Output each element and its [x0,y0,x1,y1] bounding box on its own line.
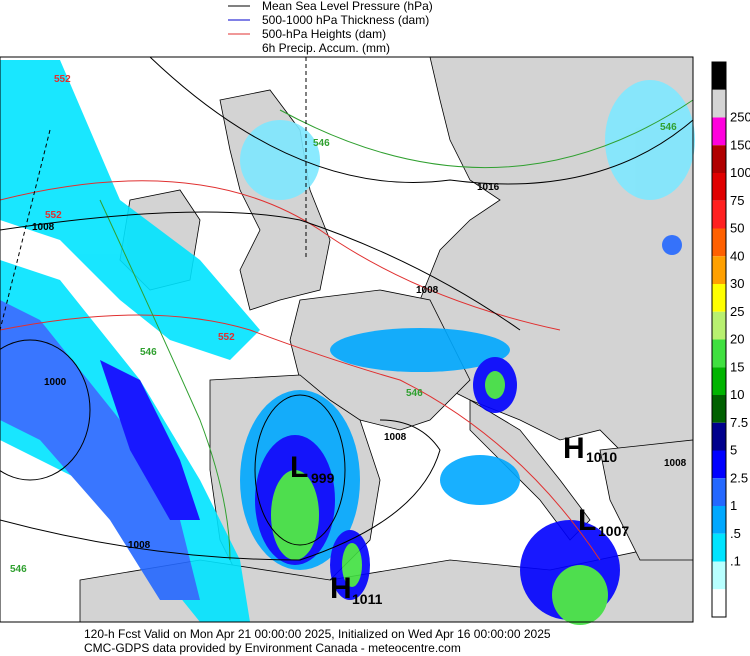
colorbar-swatch [712,506,726,534]
colorbar-label: 25 [730,304,744,319]
contour-label: 546 [313,138,330,149]
colorbar-swatch [712,284,726,312]
map-frame [0,56,694,623]
legend: Mean Sea Level Pressure (hPa) 500-1000 h… [228,0,433,55]
center-letter: L [290,451,308,484]
footer-line: CMC-GDPS data provided by Environment Ca… [84,641,461,655]
contours [0,56,694,561]
contour-labels: 552 546 1008 552 546 1016 1008 552 1000 … [10,74,687,575]
contour-label: 1000 [44,377,67,388]
pressure-contour [254,394,346,546]
center-value: 1011 [352,591,383,607]
center-value: 1010 [586,449,617,465]
precip-area [485,371,505,399]
colorbar-swatch [712,228,726,257]
colorbar-swatch [712,450,726,479]
height-contour [0,180,561,331]
center-letter: H [563,432,585,465]
colorbar-swatch [712,533,726,562]
colorbar-swatch [712,89,726,118]
colorbar-swatch [712,367,726,395]
colorbar-label: .5 [730,526,741,541]
contour-label: 1016 [477,182,500,193]
colorbar-label: 5 [730,443,737,458]
colorbar-swatch [712,200,726,229]
pressure-contour [0,419,441,561]
colorbar-label: 20 [730,332,744,347]
colorbar-swatch [712,561,726,590]
precip-area [552,565,608,625]
colorbar-swatch [712,62,726,90]
center-value: 1007 [598,523,629,539]
thickness-contour [99,199,231,561]
colorbar-label: 50 [730,221,744,236]
center-letter: H [330,572,352,605]
pressure-contour [0,339,91,481]
contour-label: 546 [10,564,27,575]
legend-label: Mean Sea Level Pressure (hPa) [262,0,433,13]
colorbar-swatch [712,339,726,368]
contour-label: 1008 [384,432,407,443]
precip-area [342,543,362,587]
contour-label: 552 [218,332,235,343]
colorbar-swatch [712,117,726,146]
center-letter: L [578,504,596,537]
precip-area [605,80,695,200]
colorbar-label: 15 [730,359,744,374]
colorbar-label: 10 [730,387,744,402]
thickness-contour [279,99,694,168]
precip-area [440,455,520,505]
colorbar-swatch [712,173,726,201]
colorbar-label: .1 [730,554,741,569]
precip-area [330,328,510,372]
precip-area [0,300,200,600]
contour-label: 546 [406,388,423,399]
colorbar-swatch [712,311,726,340]
colorbar-label: 7.5 [730,415,748,430]
center-value: 999 [311,470,335,486]
colorbar-label: 75 [730,193,744,208]
colorbar-swatch [712,422,726,451]
precip-area [662,235,682,255]
contour-label: 1008 [32,222,55,233]
precip-area [0,60,260,360]
contour-label: 552 [54,74,71,85]
footer-line: 120-h Fcst Valid on Mon Apr 21 00:00:00 … [84,627,551,641]
precip-area [100,360,200,520]
contour-label: 1008 [416,285,439,296]
colorbar-label: 30 [730,276,744,291]
pressure-contour [149,56,694,185]
colorbar: 250 150 100 75 50 40 30 25 20 15 10 7.5 5 2.5 1 .5 .1 [711,61,750,618]
colorbar-label: 1 [730,498,737,513]
colorbar-label: 40 [730,248,744,263]
precip-area [240,120,320,200]
colorbar-frame [711,61,727,618]
colorbar-swatch [712,256,726,284]
legend-label: 6h Precip. Accum. (mm) [262,41,390,55]
colorbar-label: 150 [730,137,750,152]
legend-label: 500-hPa Heights (dam) [262,27,386,41]
colorbar-swatch [712,395,726,423]
contour-label: 546 [660,122,677,133]
legend-label: 500-1000 hPa Thickness (dam) [262,13,429,27]
precip-area [271,470,319,560]
colorbar-label: 100 [730,165,750,180]
height-contour [0,314,601,561]
contour-label: 1008 [664,458,687,469]
dashed-line [0,129,51,331]
colorbar-label: 250 [730,110,750,125]
contour-label: 546 [140,347,157,358]
contour-label: 552 [45,210,62,221]
colorbar-label: 2.5 [730,470,748,485]
pressure-centers: H 1010 L 999 L 1007 H 1011 [290,432,629,607]
balkans [599,439,694,561]
colorbar-swatch [712,145,726,173]
colorbar-swatch [712,589,726,617]
contour-label: 1008 [128,540,151,551]
pressure-contour [0,211,521,331]
colorbar-swatch [712,478,726,506]
